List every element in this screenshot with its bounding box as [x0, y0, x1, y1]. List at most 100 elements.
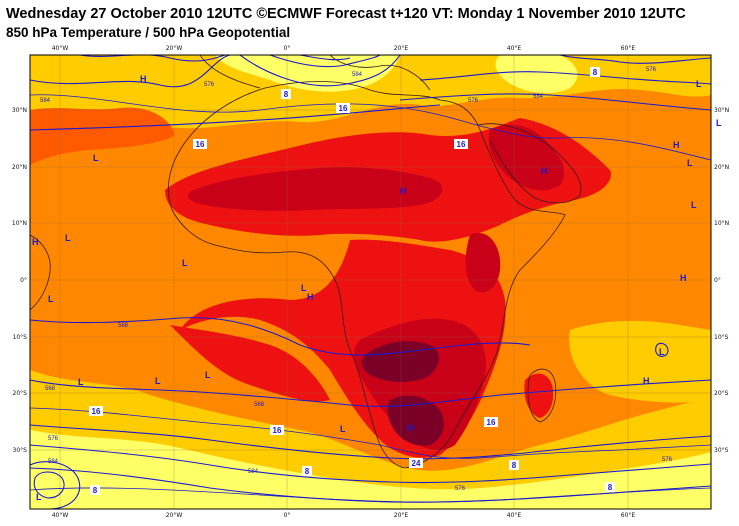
lat-tick: 10°S	[13, 334, 28, 341]
geopotential-label: 576	[455, 486, 466, 492]
svg-text:16: 16	[196, 140, 205, 149]
lat-tick: 10°N	[12, 220, 27, 227]
lat-tick: 10°N	[714, 220, 729, 227]
pressure-centre-label: H	[680, 273, 687, 283]
svg-text:16: 16	[273, 426, 282, 435]
geopotential-label: 568	[254, 402, 265, 408]
temp-label-box: 16	[193, 139, 207, 149]
pressure-centre-label: L	[205, 370, 211, 380]
lon-tick: 20°E	[394, 512, 409, 519]
map-frame	[29, 54, 712, 510]
geopotential-label: 576	[646, 67, 657, 73]
geopotential-label: 576	[662, 457, 673, 463]
geopotential-contour	[269, 55, 381, 68]
svg-text:8: 8	[512, 461, 517, 470]
pressure-centre-label: L	[696, 79, 702, 89]
pressure-centre-label: L	[301, 283, 307, 293]
low-pressure-ring	[655, 342, 669, 357]
lon-tick: 40°E	[507, 45, 522, 52]
pressure-centre-label: L	[155, 376, 161, 386]
temp-arabia-very-hot	[488, 124, 565, 191]
geopotential-contour	[30, 317, 531, 356]
temp-sahara-very-hot	[188, 167, 443, 211]
pressure-centre-label: H	[307, 292, 314, 302]
geopotential-label: 576	[48, 436, 59, 442]
geopotential-label: 576	[468, 98, 479, 104]
svg-text:16: 16	[457, 140, 466, 149]
madagascar-coastline	[527, 368, 557, 423]
temp-kalahari-extreme	[361, 341, 440, 382]
map-title: Wednesday 27 October 2010 12UTC ©ECMWF F…	[6, 6, 686, 22]
svg-text:16: 16	[339, 104, 348, 113]
geopotential-contour	[30, 379, 711, 407]
temp-label-box: 16	[89, 406, 103, 416]
temp-label-box: 8	[605, 482, 615, 492]
geopotential-contour	[30, 424, 711, 460]
low-pressure-ring	[30, 461, 81, 509]
temp-label-box: 8	[281, 89, 291, 99]
pressure-centre-label: L	[65, 233, 71, 243]
geopotential-contour	[239, 55, 401, 87]
svg-text:8: 8	[305, 467, 310, 476]
temp-southafrica-extreme	[387, 395, 444, 446]
temp-label-box: 16	[484, 417, 498, 427]
longitude-axis-bottom: 40°W 20°W 0° 20°E 40°E 60°E	[52, 512, 636, 519]
temp-atlantic-hot-tongue	[170, 325, 330, 402]
geopotential-contour-labels: 584 576 584 576 568 568 576 584 568 576 …	[40, 67, 673, 492]
lon-tick: 40°E	[507, 512, 522, 519]
geopotential-contour	[299, 55, 351, 61]
svg-text:8: 8	[593, 68, 598, 77]
lat-tick: 30°N	[714, 107, 729, 114]
pressure-centre-label: H	[673, 140, 680, 150]
pressure-centre-label: L	[691, 200, 697, 210]
europe-coastline	[199, 55, 431, 91]
latitude-axis-right: 30°N 20°N 10°N 0° 10°S 20°S 30°S	[714, 107, 729, 454]
pressure-centre-label: L	[36, 492, 42, 502]
temp-label-box: 8	[590, 67, 600, 77]
geopotential-contour	[399, 93, 711, 111]
arabia-coastline	[477, 123, 582, 204]
lon-tick: 60°E	[621, 45, 636, 52]
pressure-centre-label: L	[340, 424, 346, 434]
pressure-centre-label: L	[93, 153, 99, 163]
svg-text:16: 16	[92, 407, 101, 416]
lon-tick: 60°E	[621, 512, 636, 519]
lat-tick: 30°S	[13, 447, 28, 454]
map-subtitle: 850 hPa Temperature / 500 hPa Geopotenti…	[6, 25, 291, 40]
pressure-centre-label: L	[78, 377, 84, 387]
geopotential-contour	[30, 55, 231, 88]
pressure-centre-label: L	[716, 118, 722, 128]
lat-tick: 20°N	[12, 164, 27, 171]
temp-label-box: 16	[454, 139, 468, 149]
lon-tick: 0°	[284, 45, 291, 52]
south-america-coastline	[30, 234, 51, 311]
lon-tick: 20°W	[166, 512, 183, 519]
svg-text:24: 24	[412, 459, 421, 468]
temperature-contours	[30, 94, 711, 503]
svg-text:8: 8	[284, 90, 289, 99]
geopotential-contour	[79, 55, 226, 62]
temp-east-africa-very-hot	[465, 232, 501, 293]
pressure-centre-label: H	[643, 376, 650, 386]
lat-tick: 20°S	[13, 390, 28, 397]
geopotential-label: 584	[48, 459, 59, 465]
temp-northwest-warmer	[30, 107, 175, 165]
temp-label-box: 8	[90, 485, 100, 495]
lon-tick: 0°	[284, 512, 291, 519]
temperature-contour	[30, 487, 711, 503]
temperature-contour	[30, 407, 711, 459]
lat-tick: 0°	[20, 277, 27, 284]
geopotential-contour	[30, 104, 441, 131]
lat-tick: 30°N	[12, 107, 27, 114]
lat-tick: 20°N	[714, 164, 729, 171]
pressure-centre-label: H	[400, 186, 407, 196]
coastlines	[30, 55, 582, 469]
pressure-centre-label: L	[182, 258, 188, 268]
geopotential-label: 576	[204, 82, 215, 88]
geopotential-label: 584	[248, 469, 259, 475]
lat-tick: 20°S	[714, 390, 729, 397]
geopotential-label: 584	[40, 98, 51, 104]
lat-tick: 30°S	[714, 447, 729, 454]
temp-label-box: 16	[336, 103, 350, 113]
